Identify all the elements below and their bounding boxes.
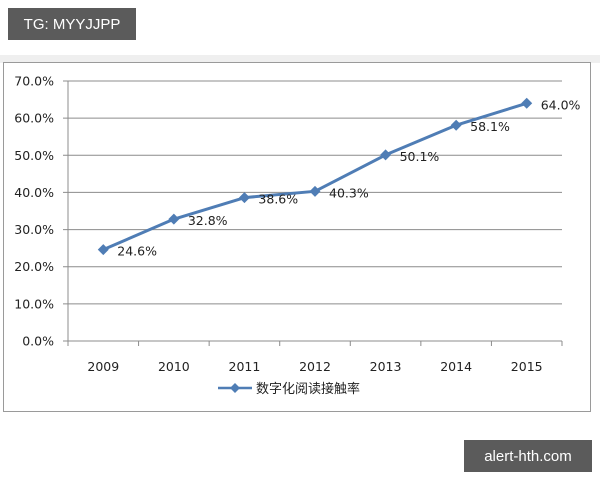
chart-frame <box>3 62 591 412</box>
x-tick-label: 2013 <box>370 359 402 374</box>
legend-line-diamond-icon <box>218 382 252 393</box>
legend-label: 数字化阅读接触率 <box>256 382 361 397</box>
data-point-diamond-icon <box>309 185 321 197</box>
data-point-diamond-icon <box>97 244 109 256</box>
x-tick-label: 2012 <box>299 359 331 374</box>
x-tick-label: 2014 <box>440 359 472 374</box>
y-tick-label: 0.0% <box>22 334 54 349</box>
data-label: 50.1% <box>400 149 440 164</box>
data-point-diamond-icon <box>521 97 533 109</box>
x-tick-label: 2009 <box>87 359 119 374</box>
data-label: 32.8% <box>188 213 228 228</box>
x-tick-label: 2010 <box>158 359 190 374</box>
y-tick-label: 60.0% <box>14 111 54 126</box>
chart-legend: 数字化阅读接触率 <box>218 378 360 397</box>
x-tick-label: 2015 <box>511 359 543 374</box>
x-tick-label: 2011 <box>229 359 261 374</box>
y-tick-label: 20.0% <box>14 259 54 274</box>
data-point-diamond-icon <box>238 192 250 204</box>
y-tick-label: 30.0% <box>14 222 54 237</box>
y-tick-label: 50.0% <box>14 148 54 163</box>
separator-band <box>0 55 600 63</box>
data-label: 58.1% <box>470 119 510 134</box>
data-point-diamond-icon <box>450 119 462 131</box>
y-tick-label: 70.0% <box>14 74 54 89</box>
watermark-bottom-text: alert-hth.com <box>484 447 572 465</box>
series-line <box>102 101 528 252</box>
data-point-diamond-icon <box>168 213 180 225</box>
y-tick-label: 40.0% <box>14 185 54 200</box>
watermark-bottom-right: alert-hth.com <box>464 440 592 472</box>
data-label: 24.6% <box>117 244 157 259</box>
data-label: 38.6% <box>258 192 298 207</box>
watermark-top-left: TG: MYYJJPP <box>8 8 136 40</box>
watermark-top-text: TG: MYYJJPP <box>23 15 121 33</box>
y-tick-label: 10.0% <box>14 296 54 311</box>
data-label: 64.0% <box>541 97 581 112</box>
data-label: 40.3% <box>329 185 369 200</box>
data-point-diamond-icon <box>380 149 392 161</box>
